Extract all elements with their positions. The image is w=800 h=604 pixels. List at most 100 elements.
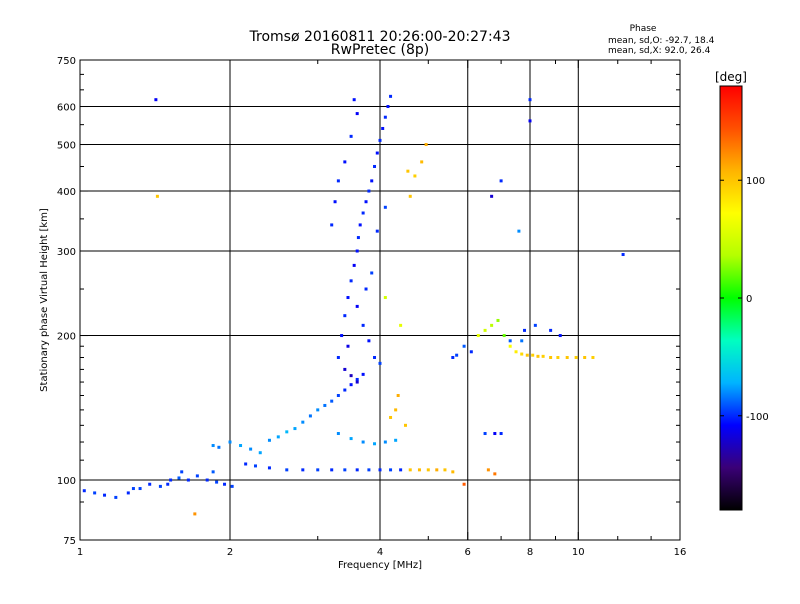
colorbar-tick-label: 0 xyxy=(746,294,752,305)
data-point xyxy=(364,200,368,204)
data-point xyxy=(346,344,350,348)
data-point xyxy=(531,353,535,357)
y-tick-label: 75 xyxy=(63,536,76,547)
data-point xyxy=(462,344,466,348)
data-point xyxy=(508,339,512,343)
data-point xyxy=(195,474,199,478)
data-point xyxy=(349,383,353,387)
data-point xyxy=(82,489,86,493)
data-point xyxy=(367,339,371,343)
y-tick-label: 200 xyxy=(57,332,76,343)
data-point xyxy=(355,249,359,253)
stats-line-x: mean, sd,X: 92.0, 26.4 xyxy=(608,46,711,56)
x-tick-label: 8 xyxy=(527,547,533,558)
data-point xyxy=(499,432,503,436)
data-point xyxy=(541,354,545,358)
data-point xyxy=(383,205,387,209)
data-point xyxy=(355,112,359,116)
data-point xyxy=(394,438,398,442)
data-point xyxy=(217,445,221,449)
data-point xyxy=(451,470,455,474)
data-point xyxy=(367,468,371,472)
data-point xyxy=(361,323,365,327)
data-point xyxy=(469,350,473,354)
x-axis-ticks: 1 2 4 6 8 10 16 xyxy=(77,60,687,558)
chart-subtitle: RwPretec (8p) xyxy=(331,42,429,58)
data-point xyxy=(373,442,377,446)
y-tick-label: 500 xyxy=(57,141,76,152)
data-point xyxy=(525,353,529,357)
x-tick-label: 16 xyxy=(674,547,687,558)
data-point xyxy=(343,160,347,164)
data-point xyxy=(308,414,312,418)
x-tick-label: 2 xyxy=(227,547,233,558)
data-point xyxy=(285,468,289,472)
colorbar-tick-label: 100 xyxy=(746,176,765,187)
data-point xyxy=(496,318,500,322)
data-point xyxy=(493,432,497,436)
data-point xyxy=(356,236,360,240)
data-point xyxy=(443,468,447,472)
data-point xyxy=(406,169,410,173)
data-point xyxy=(549,328,553,332)
data-point xyxy=(180,470,184,474)
data-point xyxy=(166,482,170,486)
data-point xyxy=(378,361,382,365)
data-point xyxy=(346,296,350,300)
data-point xyxy=(361,440,365,444)
colorbar-ticks: -100 0 100 xyxy=(720,176,769,423)
data-point xyxy=(336,394,340,398)
stats-line-o: mean, sd,O: -92.7, 18.4 xyxy=(608,36,715,46)
data-point xyxy=(330,399,334,403)
data-point xyxy=(462,482,466,486)
data-point xyxy=(93,491,97,495)
data-point xyxy=(253,464,257,468)
data-point xyxy=(375,151,379,155)
data-point xyxy=(301,420,305,424)
colorbar-label: [deg] xyxy=(715,70,747,84)
data-point xyxy=(316,408,320,412)
data-point xyxy=(267,438,271,442)
data-points xyxy=(82,94,625,516)
data-point xyxy=(364,287,368,291)
data-point xyxy=(375,229,379,233)
data-point xyxy=(336,432,340,436)
data-point xyxy=(583,355,587,359)
x-tick-label: 1 xyxy=(77,547,83,558)
data-point xyxy=(508,344,512,348)
x-tick-label: 10 xyxy=(572,547,585,558)
data-point xyxy=(403,423,407,427)
data-point xyxy=(451,355,455,359)
data-point xyxy=(355,304,359,308)
data-point xyxy=(517,229,521,233)
data-point xyxy=(520,339,524,343)
data-point xyxy=(490,194,494,198)
data-point xyxy=(413,174,417,178)
data-point xyxy=(424,143,428,147)
y-tick-label: 600 xyxy=(57,103,76,114)
data-point xyxy=(378,138,382,142)
data-point xyxy=(358,223,362,227)
data-point xyxy=(249,447,253,451)
data-point xyxy=(367,189,371,193)
data-point xyxy=(244,462,248,466)
data-point xyxy=(352,98,356,102)
data-point xyxy=(556,355,560,359)
data-point xyxy=(276,435,280,439)
data-point xyxy=(373,164,377,168)
y-tick-label: 750 xyxy=(57,56,76,67)
data-point xyxy=(408,194,412,198)
data-point xyxy=(211,444,215,448)
grid-lines xyxy=(80,60,680,540)
data-point xyxy=(420,160,424,164)
data-point xyxy=(323,403,327,407)
data-point xyxy=(131,487,135,491)
x-tick-label: 6 xyxy=(465,547,471,558)
data-point xyxy=(389,468,393,472)
y-tick-label: 100 xyxy=(57,476,76,487)
data-point xyxy=(408,468,412,472)
data-point xyxy=(267,466,271,470)
data-point xyxy=(114,495,118,499)
data-point xyxy=(349,437,353,441)
